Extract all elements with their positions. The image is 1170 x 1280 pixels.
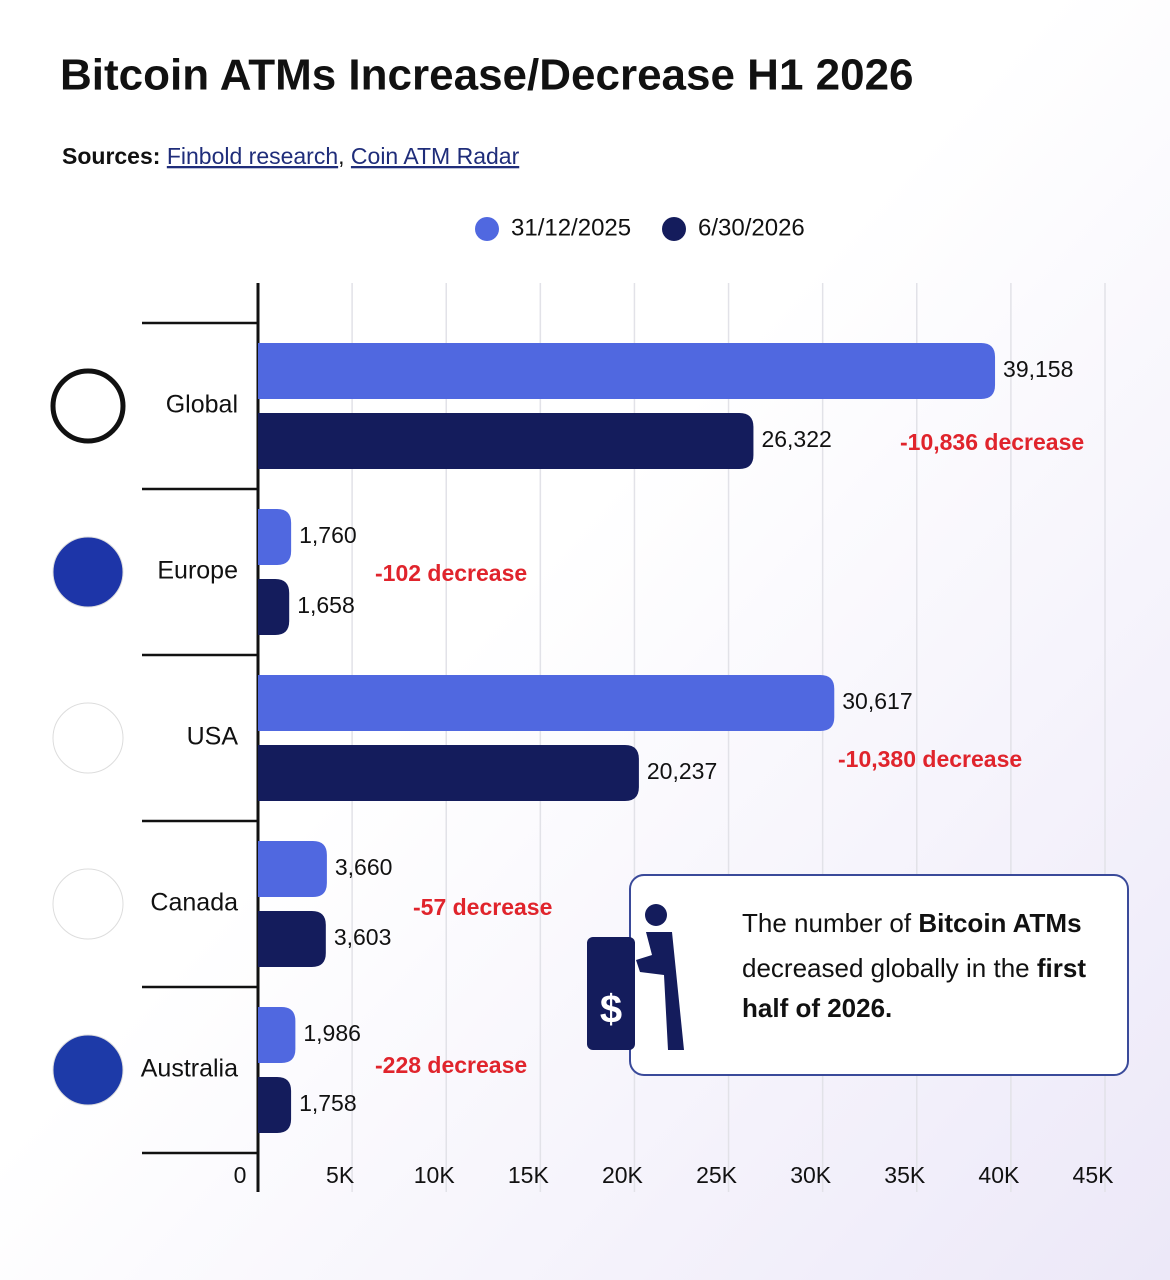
bar — [258, 841, 327, 897]
annotation: -57 decrease — [413, 894, 552, 920]
source-link[interactable]: Finbold research — [167, 143, 338, 169]
annotation: -228 decrease — [375, 1052, 527, 1078]
plot: 0 5K 10K 15K 20K 25K 30K 35K 40K 45K 31/12/2025 6/3… — [50, 214, 1115, 1192]
category-icon — [52, 868, 124, 940]
x-tick-label: 5K — [326, 1162, 355, 1188]
category-label: Europe — [157, 557, 238, 585]
x-tick-label: 35K — [884, 1162, 926, 1188]
annotation: -10,380 decrease — [838, 746, 1022, 772]
sources-label: Sources: — [62, 143, 160, 169]
x-tick-label: 15K — [508, 1162, 550, 1188]
category-icon — [52, 702, 124, 774]
value-label: 26,322 — [761, 426, 831, 452]
category-label: USA — [187, 723, 239, 751]
value-label: 30,617 — [842, 688, 912, 714]
x-tick-label: 25K — [696, 1162, 738, 1188]
value-label: 3,660 — [335, 854, 393, 880]
category-icon — [52, 1034, 124, 1106]
category-icon — [52, 536, 124, 608]
callout-text: decreased globally in the first — [742, 953, 1086, 983]
x-tick-label: 40K — [978, 1162, 1020, 1188]
value-label: 1,758 — [299, 1090, 357, 1116]
svg-text:$: $ — [600, 988, 622, 1032]
bar — [258, 343, 996, 399]
legend-label: 6/30/2026 — [698, 214, 805, 241]
x-tick-label: 30K — [790, 1162, 832, 1188]
value-label: 3,603 — [334, 924, 392, 950]
legend-marker — [662, 217, 686, 241]
bar — [258, 579, 290, 635]
annotation: -102 decrease — [375, 560, 527, 586]
value-label: 20,237 — [647, 758, 717, 784]
bar — [258, 413, 754, 469]
x-tick-label: 0 — [234, 1162, 247, 1188]
chart-title: Bitcoin ATMs Increase/Decrease H1 2026 — [60, 51, 914, 100]
bar — [258, 509, 292, 565]
legend-label: 31/12/2025 — [511, 214, 631, 241]
x-tick-label: 20K — [602, 1162, 644, 1188]
x-tick-label: 10K — [414, 1162, 456, 1188]
category-icon — [50, 368, 126, 444]
value-label: 1,986 — [303, 1020, 361, 1046]
atm-icon: $ — [587, 904, 684, 1050]
sources: Sources: Finbold research, Coin ATM Rada… — [62, 143, 520, 169]
callout-part: decreased globally in the — [742, 953, 1037, 983]
callout-part: first — [1037, 953, 1086, 983]
category-label: Australia — [141, 1055, 238, 1083]
callout-text: The number of Bitcoin ATMs — [742, 908, 1082, 938]
separator: , — [338, 143, 344, 169]
value-label: 1,658 — [297, 592, 355, 618]
legend-marker — [475, 217, 499, 241]
value-label: 39,158 — [1003, 356, 1073, 382]
bar — [258, 745, 639, 801]
callout-part: The number of — [742, 908, 918, 938]
bar — [258, 675, 835, 731]
annotation: -10,836 decrease — [900, 429, 1084, 455]
source-link[interactable]: Coin ATM Radar — [351, 143, 520, 169]
bar — [258, 911, 326, 967]
bar — [258, 1077, 292, 1133]
category-label: Canada — [150, 889, 238, 917]
callout-part: Bitcoin ATMs — [918, 908, 1081, 938]
callout-text: half of 2026. — [742, 993, 892, 1023]
category-label: Global — [166, 391, 238, 419]
value-label: 1,760 — [299, 522, 357, 548]
x-tick-label: 45K — [1073, 1162, 1115, 1188]
bar — [258, 1007, 296, 1063]
